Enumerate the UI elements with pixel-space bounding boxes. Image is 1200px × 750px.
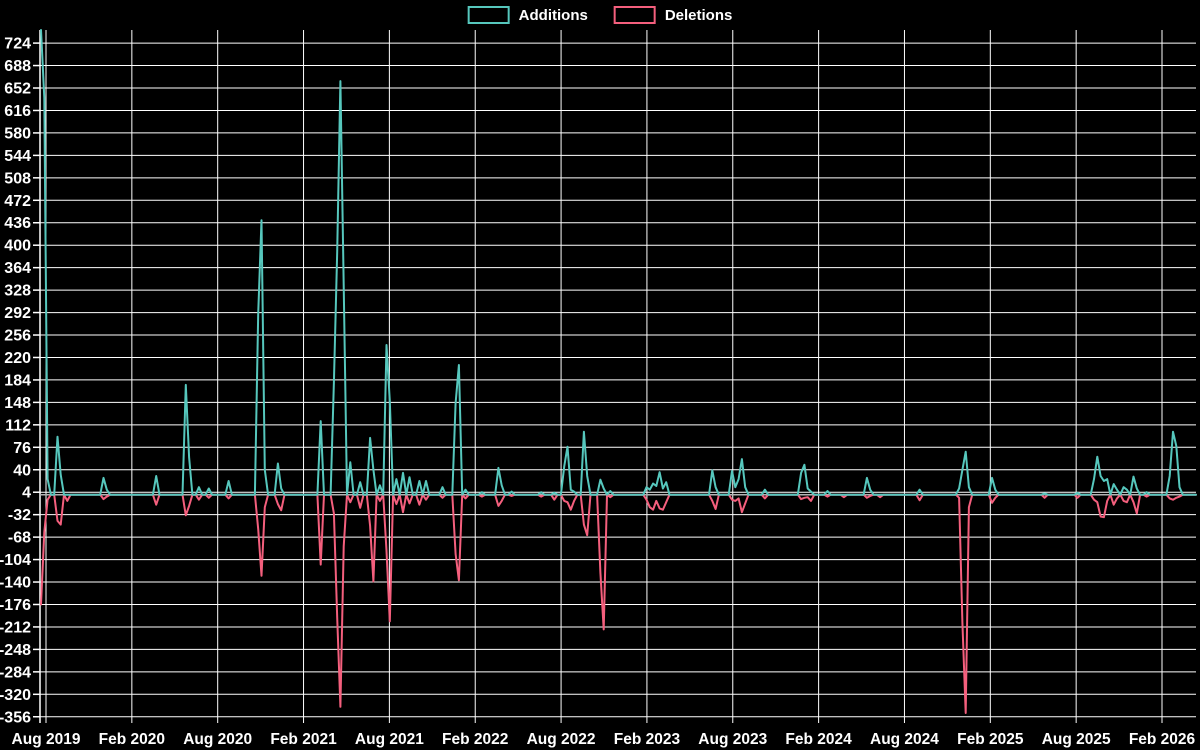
y-tick-label: -356 (0, 709, 31, 726)
legend-item-additions[interactable]: Additions (467, 6, 588, 24)
x-tick-label: Aug 2020 (183, 731, 252, 748)
y-tick-label: 112 (5, 417, 31, 434)
y-tick-label: 328 (4, 283, 31, 300)
deletions-line (40, 493, 1197, 714)
additions-legend-label: Additions (518, 6, 588, 24)
x-tick-label: Aug 2019 (12, 731, 81, 748)
y-tick-label: -320 (0, 687, 31, 704)
y-tick-label: 580 (4, 125, 31, 142)
deletions-legend-label: Deletions (664, 6, 733, 24)
y-tick-label: 616 (4, 103, 31, 120)
x-tick-label: Aug 2021 (355, 731, 424, 748)
y-tick-label: 220 (4, 350, 31, 367)
y-tick-label: 256 (4, 328, 31, 345)
y-tick-label: 688 (4, 58, 31, 75)
y-tick-label: 292 (4, 305, 31, 322)
x-tick-label: Feb 2023 (614, 731, 681, 748)
y-tick-label: -32 (8, 507, 31, 524)
y-tick-label: 40 (13, 462, 31, 479)
y-tick-label: 544 (4, 148, 31, 165)
x-tick-label: Feb 2021 (270, 731, 337, 748)
x-tick-label: Feb 2020 (99, 731, 165, 748)
y-tick-label: 652 (4, 81, 31, 98)
y-tick-label: 400 (4, 238, 31, 255)
chart-legend: Additions Deletions (467, 6, 733, 24)
y-tick-label: 148 (4, 395, 31, 412)
y-tick-label: -140 (0, 575, 31, 592)
y-tick-label: -176 (0, 597, 31, 614)
y-tick-label: 472 (4, 193, 31, 210)
y-tick-label: 508 (4, 170, 31, 187)
x-tick-label: Feb 2025 (957, 731, 1024, 748)
y-tick-label: -68 (8, 530, 31, 547)
y-tick-label: 724 (4, 36, 31, 53)
additions-line (40, 29, 1197, 496)
x-tick-label: Feb 2022 (442, 731, 508, 748)
y-tick-label: 4 (22, 485, 31, 502)
y-tick-label: -248 (0, 642, 31, 659)
x-tick-label: Feb 2024 (785, 731, 852, 748)
x-tick-label: Feb 2026 (1129, 731, 1196, 748)
x-tick-label: Aug 2024 (870, 731, 939, 748)
x-tick-label: Aug 2023 (698, 731, 767, 748)
y-tick-label: -284 (0, 664, 31, 681)
legend-item-deletions[interactable]: Deletions (613, 6, 733, 24)
x-tick-label: Aug 2025 (1042, 731, 1111, 748)
x-tick-label: Aug 2022 (527, 731, 596, 748)
y-tick-label: 184 (4, 372, 31, 389)
additions-swatch (467, 6, 510, 24)
y-tick-label: -212 (0, 619, 31, 636)
y-tick-label: -104 (0, 552, 31, 569)
y-tick-label: 436 (4, 215, 31, 232)
deletions-swatch (613, 6, 656, 24)
y-tick-label: 76 (13, 440, 31, 457)
y-tick-label: 364 (4, 260, 31, 277)
